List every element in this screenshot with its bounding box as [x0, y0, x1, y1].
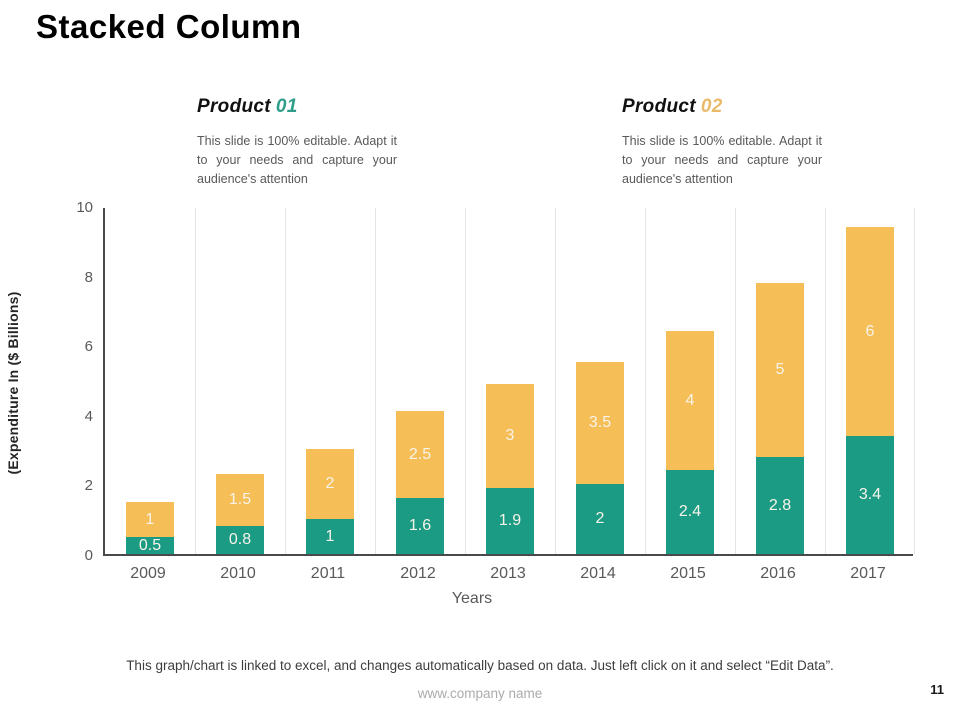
- bar-stack-2012[interactable]: 1.6 2.5: [396, 411, 444, 554]
- bar-value-label: 2.5: [408, 445, 432, 463]
- bar-segment-product-01[interactable]: 2.4: [666, 470, 714, 554]
- footer-note: This graph/chart is linked to excel, and…: [126, 658, 834, 673]
- product-02-description: This slide is 100% editable. Adapt it to…: [622, 134, 822, 186]
- bar-segment-product-01[interactable]: 2.8: [756, 457, 804, 554]
- gridline: [914, 208, 915, 554]
- bar-value-label: 3.5: [588, 414, 612, 431]
- bar-value-label: 2.4: [678, 503, 702, 520]
- bar-value-label: 2.8: [768, 496, 792, 514]
- x-tick-label: 2016: [760, 565, 796, 582]
- bar-stack-2014[interactable]: 2 3.5: [576, 362, 624, 554]
- gridline: [375, 208, 376, 554]
- x-tick-label: 2015: [670, 565, 706, 582]
- gridline: [735, 208, 736, 554]
- bar-segment-product-01[interactable]: 1: [306, 519, 354, 554]
- bar-value-label: 1: [325, 527, 335, 545]
- bar-value-label: 2: [595, 510, 605, 527]
- bar-value-label: 0.8: [228, 531, 252, 548]
- bar-value-label: 2: [325, 475, 335, 492]
- slide-title: Stacked Column: [36, 8, 302, 45]
- gridline: [195, 208, 196, 554]
- bar-segment-product-01[interactable]: 2: [576, 484, 624, 554]
- y-tick-label: 4: [84, 408, 93, 425]
- x-tick-label: 2014: [580, 565, 616, 582]
- x-tick-label: 2011: [310, 565, 346, 582]
- bar-segment-product-02[interactable]: 5: [756, 283, 804, 457]
- bar-value-label: 3.4: [858, 486, 882, 503]
- bar-stack-2009[interactable]: 0.5 1: [126, 502, 174, 554]
- bar-segment-product-01[interactable]: 1.9: [486, 488, 534, 554]
- bar-value-label: 6: [865, 322, 875, 340]
- bar-segment-product-02[interactable]: 1: [126, 502, 174, 537]
- bar-stack-2013[interactable]: 1.9 3: [486, 383, 534, 554]
- bar-segment-product-02[interactable]: 2.5: [396, 411, 444, 498]
- bar-stack-2010[interactable]: 0.8 1.5: [216, 474, 264, 554]
- bar-segment-product-02[interactable]: 6: [846, 227, 894, 436]
- product-01-name: Product: [197, 96, 271, 117]
- bar-segment-product-01[interactable]: 1.6: [396, 498, 444, 554]
- y-tick-label: 8: [84, 269, 93, 286]
- bar-value-label: 1.9: [498, 512, 522, 529]
- bar-value-label: 5: [775, 361, 785, 378]
- website-text: www.company name: [417, 686, 543, 701]
- x-tick-label: 2010: [220, 565, 256, 582]
- gridline: [285, 208, 286, 554]
- bar-stack-2016[interactable]: 2.8 5: [756, 283, 804, 554]
- bar-stack-2017[interactable]: 3.4 6: [846, 227, 894, 554]
- product-01-number: 01: [275, 96, 298, 117]
- bar-segment-product-01[interactable]: 0.5: [126, 537, 174, 554]
- gridline: [645, 208, 646, 554]
- gridline: [555, 208, 556, 554]
- y-axis-title: (Expenditure In ($ Billions): [5, 291, 21, 475]
- product-01-heading: Product 01: [197, 96, 407, 118]
- bar-segment-product-02[interactable]: 2: [306, 449, 354, 519]
- product-01-block: Product 01 This slide is 100% editable. A…: [197, 96, 407, 188]
- x-axis-title: Years: [451, 590, 493, 607]
- plot-area[interactable]: 0.5 1 0.8 1.5 1 2 1.6 2.5 1.9 3 2 3.5 2.4 4 2.8 5 3.4 6: [103, 208, 915, 556]
- product-01-description: This slide is 100% editable. Adapt it to…: [197, 134, 397, 186]
- bar-value-label: 1.5: [228, 491, 252, 508]
- bar-segment-product-02[interactable]: 1.5: [216, 474, 264, 526]
- page-number: 11: [930, 682, 944, 697]
- bar-value-label: 1.6: [408, 517, 432, 534]
- bar-segment-product-02[interactable]: 3.5: [576, 362, 624, 484]
- y-axis-ticks: 0 2 4 6 8 10: [0, 199, 93, 564]
- bar-segment-product-02[interactable]: 4: [666, 331, 714, 470]
- x-axis-labels: 2009 2010 2011 2012 2013 2014 2015 2016 2017: [103, 565, 913, 587]
- product-02-name: Product: [622, 96, 696, 117]
- bar-segment-product-01[interactable]: 0.8: [216, 526, 264, 554]
- y-tick-label: 10: [76, 199, 93, 216]
- product-02-heading: Product 02: [622, 96, 832, 118]
- x-tick-label: 2017: [850, 565, 886, 582]
- bar-value-label: 0.5: [138, 536, 162, 554]
- bar-value-label: 3: [505, 427, 515, 444]
- bar-value-label: 1: [145, 510, 155, 528]
- bar-stack-2015[interactable]: 2.4 4: [666, 331, 714, 554]
- x-tick-label: 2009: [130, 565, 166, 582]
- bar-segment-product-01[interactable]: 3.4: [846, 436, 894, 554]
- gridline: [465, 208, 466, 554]
- y-tick-label: 6: [84, 338, 93, 355]
- product-02-block: Product 02 This slide is 100% editable. A…: [622, 96, 832, 188]
- y-tick-label: 2: [84, 477, 93, 494]
- product-02-number: 02: [700, 96, 723, 117]
- bar-segment-product-02[interactable]: 3: [486, 384, 534, 488]
- bar-value-label: 4: [685, 391, 695, 409]
- gridline: [825, 208, 826, 554]
- y-tick-label: 0: [84, 547, 93, 564]
- x-tick-label: 2012: [400, 565, 436, 582]
- x-tick-label: 2013: [490, 565, 526, 582]
